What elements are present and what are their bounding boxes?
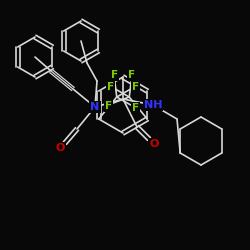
Text: F: F [111, 70, 118, 80]
Text: F: F [132, 103, 139, 113]
Text: NH: NH [144, 100, 162, 110]
Text: F: F [105, 101, 112, 111]
Text: F: F [107, 82, 114, 92]
Text: O: O [55, 143, 65, 153]
Text: F: F [128, 70, 135, 80]
Text: O: O [149, 139, 159, 149]
Text: F: F [132, 82, 139, 92]
Text: N: N [90, 102, 100, 112]
